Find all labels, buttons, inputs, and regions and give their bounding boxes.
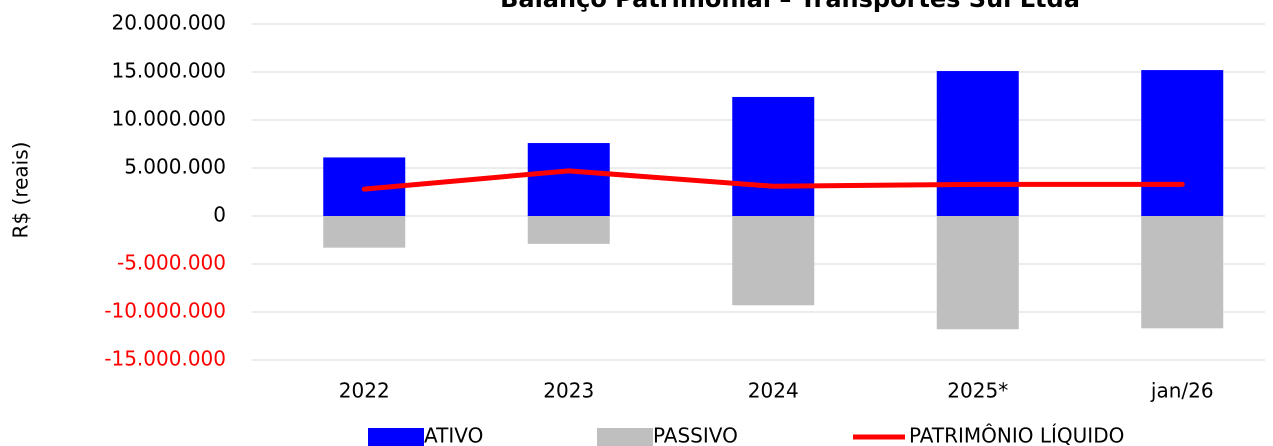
bar bbox=[527, 216, 610, 244]
y-tick-label: 0 bbox=[213, 203, 226, 227]
legend-label: PASSIVO bbox=[653, 424, 738, 446]
y-tick-label: 20.000.000 bbox=[111, 11, 226, 35]
line bbox=[361, 168, 1185, 192]
chart-title: Balanço Patrimonial – Transportes Sul Lt… bbox=[500, 0, 1080, 13]
y-axis-label: R$ (reais) bbox=[9, 142, 33, 239]
bar bbox=[732, 96, 815, 216]
x-tick-label: 2025* bbox=[947, 379, 1008, 403]
legend-swatch bbox=[597, 428, 653, 446]
x-tick-label: jan/26 bbox=[1150, 379, 1214, 403]
y-tick-label: -15.000.000 bbox=[104, 347, 226, 371]
bar bbox=[1141, 216, 1224, 329]
y-tick-label: -5.000.000 bbox=[117, 251, 226, 275]
y-tick-label: -10.000.000 bbox=[104, 299, 226, 323]
bar bbox=[323, 216, 406, 248]
bar bbox=[527, 143, 610, 216]
y-tick-label: 5.000.000 bbox=[124, 155, 226, 179]
bar bbox=[1141, 70, 1224, 216]
legend-label: PATRIMÔNIO LÍQUIDO bbox=[909, 424, 1124, 446]
y-tick-label: 10.000.000 bbox=[111, 107, 226, 131]
x-tick-label: 2022 bbox=[339, 379, 390, 403]
bar bbox=[936, 216, 1019, 330]
legend-swatch bbox=[368, 428, 424, 446]
bar bbox=[936, 71, 1019, 216]
y-tick-label: 15.000.000 bbox=[111, 59, 226, 83]
x-tick-label: 2023 bbox=[543, 379, 594, 403]
bar bbox=[732, 216, 815, 306]
legend-label: ATIVO bbox=[424, 424, 483, 446]
x-tick-label: 2024 bbox=[748, 379, 799, 403]
